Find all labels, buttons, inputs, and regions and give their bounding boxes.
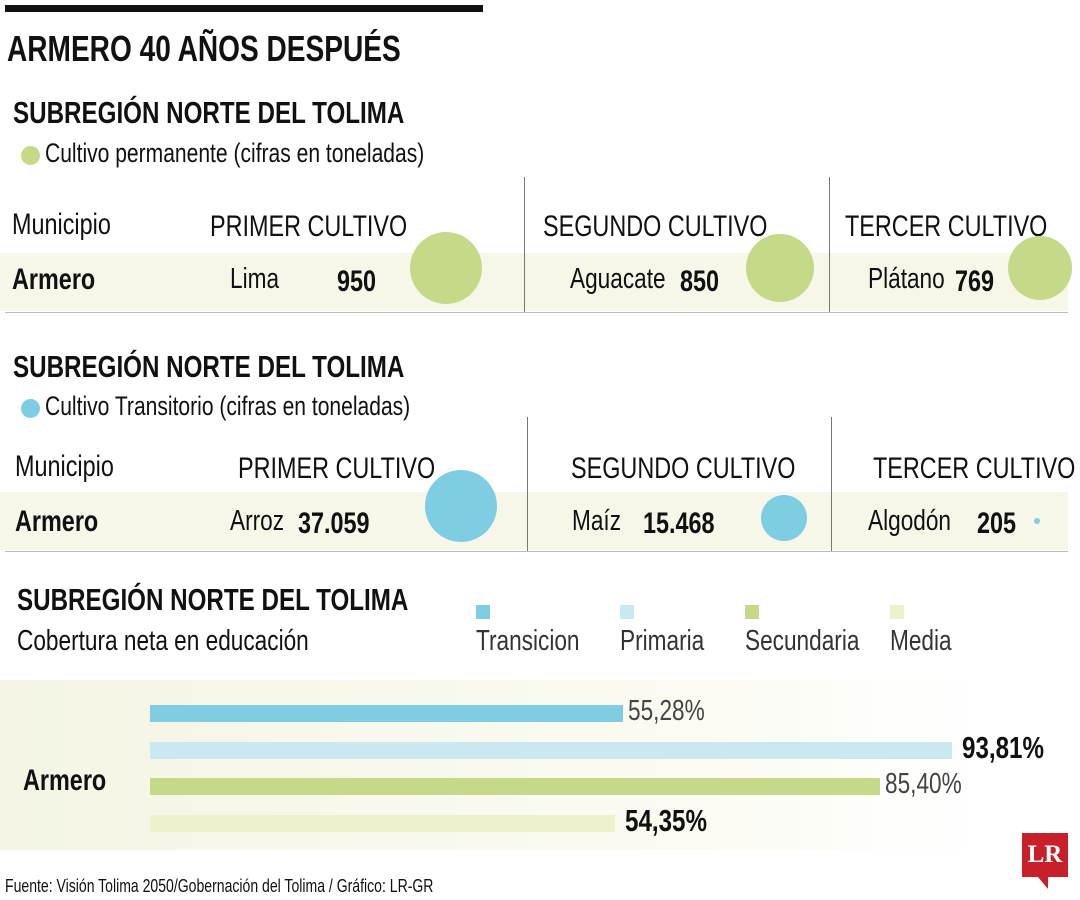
bar-media <box>150 815 615 832</box>
section-heading: SUBREGIÓN NORTE DEL TOLIMA <box>13 349 405 384</box>
crop-value: 15.468 <box>643 507 715 540</box>
value-bubble <box>745 233 815 303</box>
legend-label: Secundaria <box>745 625 860 657</box>
legend-label: Media <box>890 625 952 657</box>
logo-text: LR <box>1027 841 1063 868</box>
header-tercer-cultivo: TERCER CULTIVO <box>873 452 1076 485</box>
legend-dot-green <box>21 146 40 165</box>
legend-swatch <box>745 605 759 619</box>
column-divider <box>831 417 832 551</box>
top-rule <box>5 5 483 12</box>
legend-swatch <box>890 605 904 619</box>
bar-value-label: 54,35% <box>624 803 707 838</box>
header-municipio: Municipio <box>12 208 111 241</box>
header-segundo-cultivo: SEGUNDO CULTIVO <box>543 210 768 243</box>
logo-tail <box>1038 877 1048 889</box>
column-divider <box>527 417 528 551</box>
legend-text: Cultivo Transitorio (cifras en toneladas… <box>45 391 411 421</box>
chart-subtitle: Cobertura neta en educación <box>17 625 309 657</box>
legend-label: Primaria <box>620 625 705 657</box>
municipio-name: Armero <box>12 263 96 296</box>
category-label: Armero <box>23 764 107 797</box>
crop-name: Plátano <box>868 263 945 295</box>
divider <box>5 312 1068 313</box>
legend-swatch <box>476 605 490 619</box>
bar-value-label: 93,81% <box>962 730 1045 765</box>
header-municipio: Municipio <box>15 450 114 483</box>
municipio-name: Armero <box>15 505 99 538</box>
crop-name: Lima <box>230 263 280 295</box>
page-title: ARMERO 40 AÑOS DESPUÉS <box>7 28 401 69</box>
bar-value-label: 85,40% <box>885 768 962 800</box>
lr-logo: LR <box>1022 833 1068 889</box>
value-bubble <box>425 470 497 542</box>
value-bubble <box>1007 235 1073 301</box>
bar-secundaria <box>150 778 881 795</box>
source-note: Fuente: Visión Tolima 2050/Gobernación d… <box>5 876 434 896</box>
section-heading: SUBREGIÓN NORTE DEL TOLIMA <box>13 95 405 130</box>
value-bubble <box>410 232 482 304</box>
crop-value: 850 <box>680 265 720 298</box>
column-divider <box>829 177 830 312</box>
value-bubble <box>1034 518 1040 524</box>
header-segundo-cultivo: SEGUNDO CULTIVO <box>571 452 796 485</box>
legend-text: Cultivo permanente (cifras en toneladas) <box>45 138 425 168</box>
bar-transicion <box>150 705 623 722</box>
crop-name: Algodón <box>868 505 952 537</box>
bar-primaria <box>150 742 953 759</box>
row-band <box>0 492 1068 550</box>
crop-value: 950 <box>337 265 377 298</box>
divider <box>5 551 1068 552</box>
value-bubble <box>760 494 808 542</box>
crop-value: 37.059 <box>298 507 370 540</box>
chart-title: SUBREGIÓN NORTE DEL TOLIMA <box>17 582 409 617</box>
crop-name: Arroz <box>230 505 285 537</box>
legend-swatch <box>620 605 634 619</box>
legend-dot-blue <box>21 399 40 418</box>
crop-name: Maíz <box>572 505 622 537</box>
column-divider <box>524 177 525 312</box>
header-primer-cultivo: PRIMER CULTIVO <box>238 452 436 485</box>
crop-value: 769 <box>955 265 995 298</box>
row-band <box>0 253 1068 311</box>
header-primer-cultivo: PRIMER CULTIVO <box>210 210 408 243</box>
header-tercer-cultivo: TERCER CULTIVO <box>845 210 1048 243</box>
crop-name: Aguacate <box>570 263 666 295</box>
legend-label: Transicion <box>476 625 580 657</box>
crop-value: 205 <box>977 507 1017 540</box>
bar-value-label: 55,28% <box>627 695 705 727</box>
